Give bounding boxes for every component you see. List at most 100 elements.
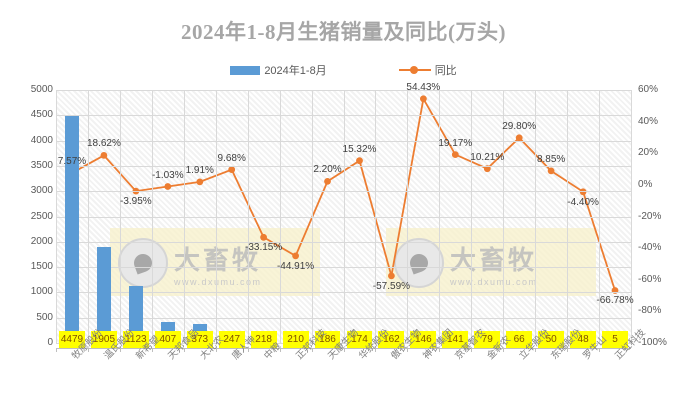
line-path [71,96,616,291]
right-axis-tick-label: -20% [638,210,662,222]
right-axis-tick-label: -40% [638,242,662,254]
axis-tick [312,348,313,352]
line-marker-13[interactable] [483,165,491,173]
gridline-vertical [152,90,153,343]
gridline-vertical [567,90,568,343]
bar-value-label-6: 218 [250,331,277,348]
left-axis-tick-label: 2000 [30,235,53,247]
line-value-label-12: 19.17% [438,137,473,149]
line-marker-11[interactable] [420,95,427,103]
left-axis-tick-label: 4500 [30,109,53,121]
line-marker-8[interactable] [324,178,331,185]
bar-value-label-8: 186 [314,331,341,348]
gridline-vertical [216,90,217,343]
left-axis-tick-label: 4000 [30,134,53,146]
line-marker-4[interactable] [196,178,204,186]
gridline-horizontal [56,241,631,243]
bar-value-label-7: 210 [282,331,309,348]
bar-value-label-15: 50 [538,331,565,348]
gridline-horizontal [56,90,631,91]
line-value-label-8: 2.20% [313,164,342,176]
legend-item-bar[interactable]: 2024年1-8月 [230,62,327,78]
gridline-vertical [471,90,472,343]
line-marker-12[interactable] [451,151,459,158]
right-axis-tick-label: -60% [638,273,662,285]
line-value-label-6: -33.15% [245,242,283,254]
gridline-vertical [535,90,536,343]
line-value-label-0: 7.57% [57,155,87,167]
axis-tick [184,348,185,352]
right-axis-tick-label: 20% [638,147,659,159]
line-marker-17[interactable] [611,287,619,294]
gridline-horizontal [56,115,631,117]
right-axis-tick-label: 0% [638,178,653,190]
legend-item-line[interactable]: 同比 [398,62,457,78]
gridline-vertical [184,90,185,343]
line-value-label-16: -4.40% [567,196,599,208]
bar-value-label-9: 174 [346,331,373,348]
line-marker-5[interactable] [228,166,236,173]
line-marker-15[interactable] [547,167,555,175]
right-axis-tick-label: 60% [638,84,659,95]
axis-tick [248,348,249,352]
bar-1[interactable] [96,246,111,343]
gridline-horizontal [56,343,631,344]
bar-value-label-1: 1905 [90,331,117,348]
gridline-vertical [375,90,376,343]
axis-tick [216,348,217,352]
line-value-label-11: 54.43% [406,81,441,93]
line-value-label-2: -3.95% [120,196,152,208]
left-axis-tick-label: 1500 [30,261,53,273]
chart-title: 2024年1-8月生猪销量及同比(万头) [181,20,506,44]
axis-tick [471,348,472,352]
bar-2[interactable] [128,286,143,343]
line-value-label-5: 9.68% [217,152,246,164]
line-marker-7[interactable] [292,252,299,260]
line-value-label-13: 10.21% [470,151,505,163]
axis-tick [280,348,281,352]
line-marker-1[interactable] [100,152,108,159]
left-axis-tick-label: 2500 [30,210,53,222]
gridline-horizontal [56,292,631,294]
line-marker-3[interactable] [164,183,172,190]
gridline-vertical [248,90,249,343]
gridline-vertical [407,90,408,343]
line-value-label-1: 18.62% [86,138,121,150]
bar-value-label-4: 373 [186,331,213,348]
gridline-vertical [503,90,504,343]
bar-value-label-2: 1123 [122,331,149,348]
right-axis-tick-label: -80% [638,305,662,317]
legend-bar-swatch-icon [230,65,261,75]
bar-value-label-0: 4479 [59,331,85,348]
legend-line-marker-icon [398,65,431,75]
category-axis-line [56,348,631,349]
line-value-label-17: -66.78% [596,295,634,307]
left-axis-tick-label: 3500 [30,159,53,171]
bar-value-label-12: 141 [442,331,469,348]
line-marker-9[interactable] [356,157,363,165]
bar-value-label-11: 146 [410,331,437,348]
gridline-horizontal [56,317,631,319]
line-value-label-7: -44.91% [276,260,315,272]
line-value-label-9: 15.32% [342,143,377,155]
axis-tick [567,348,568,352]
gridline-horizontal [56,165,631,167]
gridline-vertical [439,90,440,343]
category-axis-labels: 牧原股份 温氏股份 新希望 天邦食品 大北农 唐人神 中粮 正邦科技 天康生物 华统股份 傲农生物神… [56,327,648,418]
line-marker-10[interactable] [388,272,395,280]
left-axis-tick-label: 3000 [30,185,53,197]
line-marker-14[interactable] [515,134,523,142]
bar-value-label-5: 247 [218,331,245,348]
gridline-vertical [280,90,281,343]
axis-tick [152,348,153,352]
line-marker-6[interactable] [260,233,267,241]
gridline-vertical [120,90,121,343]
bar-0[interactable] [64,116,79,343]
left-axis-tick-label: 0 [47,337,53,348]
line-marker-2[interactable] [132,187,140,195]
gridline-horizontal [56,216,631,218]
left-axis-tick-label: 500 [36,311,53,323]
gridline-vertical [344,90,345,343]
axis-tick [503,348,504,352]
